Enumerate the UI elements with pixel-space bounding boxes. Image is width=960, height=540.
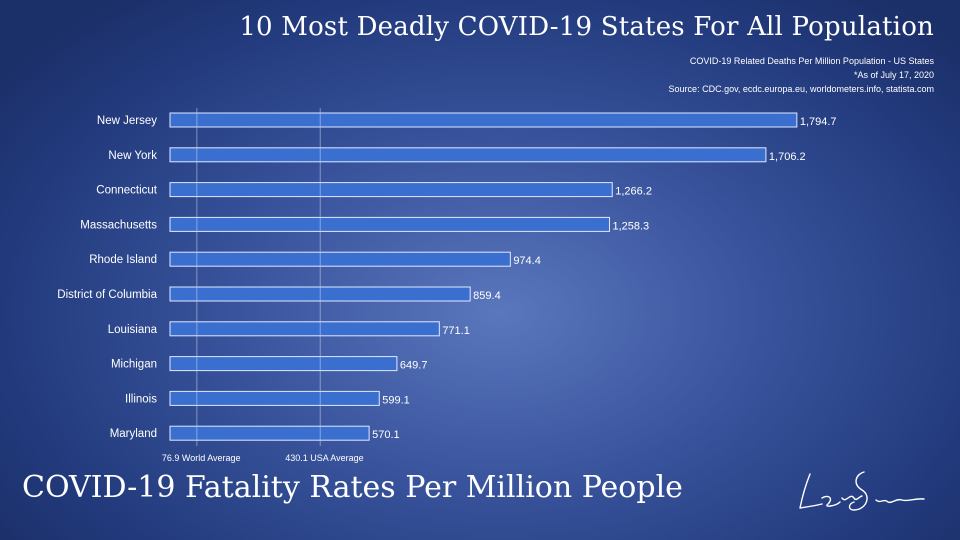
- bar: [169, 216, 610, 232]
- category-label: District of Columbia: [57, 289, 157, 301]
- category-label: New Jersey: [97, 115, 157, 127]
- chart-title: 10 Most Deadly COVID-19 States For All P…: [239, 12, 934, 42]
- chart-source-note: Source: CDC.gov, ecdc.europa.eu, worldom…: [668, 84, 934, 94]
- value-label: 649.7: [400, 360, 428, 372]
- value-label: 1,258.3: [612, 220, 649, 232]
- chart-date-note: *As of July 17, 2020: [853, 70, 934, 80]
- category-label: New York: [108, 150, 157, 162]
- value-label: 570.1: [372, 429, 400, 441]
- bar: [169, 425, 370, 441]
- reference-label: 430.1 USA Average: [285, 453, 363, 463]
- value-label: 599.1: [382, 394, 410, 406]
- category-label: Louisiana: [108, 324, 158, 336]
- bar: [169, 251, 511, 267]
- value-label: 859.4: [473, 290, 501, 302]
- signature-logo: [799, 471, 925, 511]
- category-label: Rhode Island: [89, 254, 157, 266]
- reference-label: 76.9 World Average: [162, 453, 241, 463]
- bar: [169, 321, 440, 337]
- value-label: 974.4: [513, 255, 541, 267]
- category-label: Maryland: [110, 428, 157, 440]
- chart-subtitle: COVID-19 Related Deaths Per Million Popu…: [689, 56, 934, 66]
- footer-title: COVID-19 Fatality Rates Per Million Peop…: [22, 470, 683, 505]
- bar: [169, 112, 798, 128]
- bar: [169, 182, 613, 198]
- value-label: 771.1: [442, 325, 470, 337]
- category-label: Connecticut: [96, 185, 158, 197]
- value-label: 1,794.7: [800, 116, 837, 128]
- category-label: Illinois: [125, 393, 157, 405]
- category-label: Massachusetts: [80, 219, 157, 231]
- value-label: 1,266.2: [615, 186, 652, 198]
- bar: [169, 356, 398, 372]
- value-label: 1,706.2: [769, 151, 806, 163]
- bar: [169, 390, 380, 406]
- bar: [169, 147, 767, 163]
- category-label: Michigan: [111, 359, 157, 371]
